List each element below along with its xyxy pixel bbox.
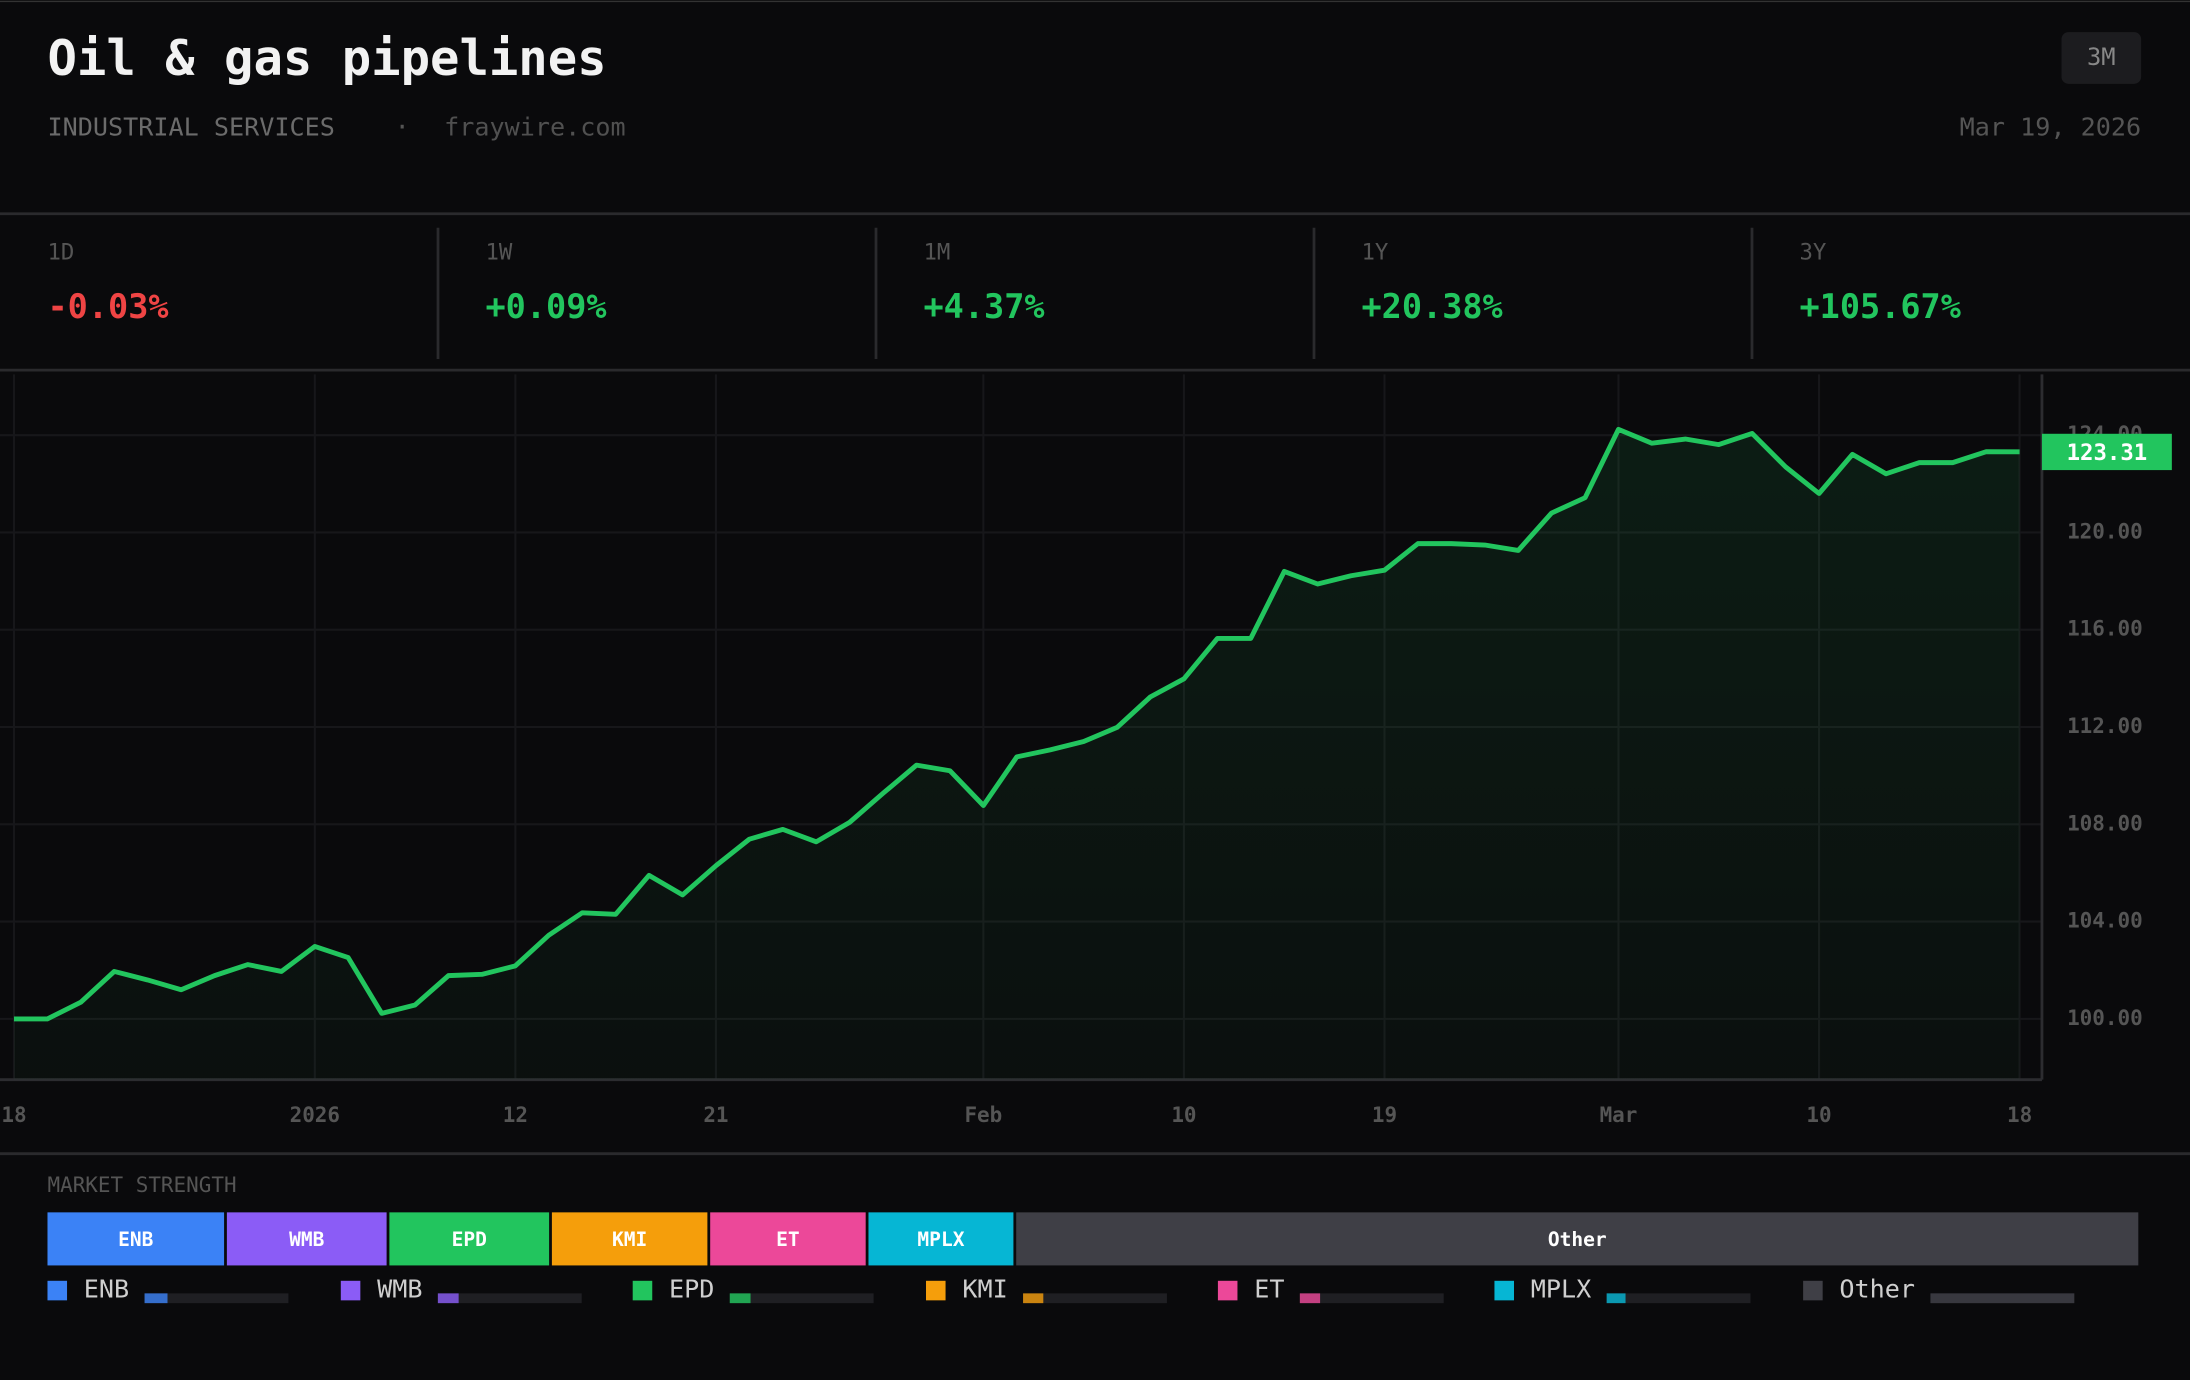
y-tick-label: 112.00: [2067, 714, 2143, 738]
share-segment: [868, 1212, 1014, 1266]
legend-strength: [1299, 1293, 1321, 1304]
legend-strength: [144, 1293, 168, 1304]
market-strength: MARKET STRENGTH ENB WMB EPD KMI ET MPLX Other EN…: [47, 1173, 2139, 1304]
legend-label: ET: [1254, 1275, 1284, 1304]
share-segment-label: WMB: [289, 1228, 325, 1251]
x-tick-label: 10: [1806, 1103, 1831, 1127]
x-tick-label: 12: [503, 1103, 528, 1127]
stat-value: +4.37%: [923, 287, 1044, 326]
area: [13, 429, 2020, 1080]
legend-strength: [729, 1293, 751, 1304]
separator: ·: [395, 113, 410, 142]
range-button-label[interactable]: 3M: [2087, 43, 2116, 71]
legend-track: [729, 1293, 874, 1304]
x-tick-label: 2026: [290, 1103, 340, 1127]
share-segment: [710, 1212, 866, 1266]
stats-row: 1D -0.03% 1W +0.09% 1M +4.37% 1Y +20.38% 3Y +105.…: [47, 227, 1961, 359]
share-segment-label: Other: [1548, 1228, 1607, 1251]
legend-strength: [1023, 1293, 1044, 1304]
stat-label: 1Y: [1361, 239, 1388, 265]
plot: 18 2026 12 21 Feb 10 19 Mar 10 18 100.00 104.00 108.…: [0, 374, 2172, 1127]
stat-value: +20.38%: [1361, 287, 1502, 326]
y-tick-label: 116.00: [2067, 617, 2143, 641]
legend-track: [144, 1293, 289, 1304]
last-value-label: 123.31: [2067, 440, 2148, 466]
legend-track: [1023, 1293, 1167, 1304]
legend-label: KMI: [962, 1275, 1007, 1304]
stat-label: 1W: [485, 239, 512, 265]
share-segment-label: ET: [776, 1228, 800, 1251]
stat-value: -0.03%: [47, 287, 168, 326]
x-tick-label: Mar: [1600, 1103, 1638, 1127]
legend-swatch: [1217, 1280, 1238, 1301]
x-tick-label: 10: [1171, 1103, 1196, 1127]
x-tick-label: 18: [2007, 1103, 2032, 1127]
legend-strength: [1930, 1293, 2075, 1304]
price-line: [13, 426, 2020, 1022]
share-segment: [47, 1212, 225, 1266]
legend-swatch: [340, 1280, 361, 1301]
y-tick-label: 108.00: [2067, 811, 2143, 835]
x-tick-label: 18: [1, 1103, 26, 1127]
share-segment: [226, 1212, 387, 1266]
share-segment-label: EPD: [452, 1228, 487, 1251]
legend-swatch: [632, 1280, 653, 1301]
x-tick-label: Feb: [964, 1103, 1002, 1127]
date: Mar 19, 2026: [1960, 113, 2142, 142]
legend-swatch: [47, 1280, 68, 1301]
source: fraywire.com: [444, 113, 626, 142]
legend-strength: [437, 1293, 459, 1304]
y-tick-label: 100.00: [2067, 1006, 2143, 1030]
legend-swatch: [926, 1280, 946, 1301]
title: Oil & gas pipelines: [47, 30, 606, 87]
y-tick-label: 104.00: [2067, 909, 2143, 933]
category: INDUSTRIAL SERVICES: [47, 113, 334, 142]
legend-label: ENB: [84, 1275, 129, 1304]
legend-label: WMB: [377, 1275, 422, 1304]
legend-label: Other: [1839, 1275, 1915, 1304]
legend-label: EPD: [669, 1275, 714, 1304]
share-segment-label: KMI: [612, 1228, 647, 1251]
legend-track: [1606, 1293, 1751, 1304]
y-tick-label: 120.00: [2067, 519, 2143, 543]
stat-label: 1D: [47, 239, 74, 265]
share-segment-label: MPLX: [917, 1228, 964, 1251]
legend-swatch: [1803, 1280, 1823, 1301]
last-value-badge: [2041, 433, 2172, 471]
legend-track: [1299, 1293, 1444, 1304]
legend-strength: [1606, 1293, 1626, 1304]
share-segment: [551, 1212, 708, 1266]
x-tick-label: 21: [703, 1103, 728, 1127]
share-segment: [389, 1212, 550, 1266]
stat-value: +0.09%: [485, 287, 606, 326]
stat-label: 3Y: [1799, 239, 1826, 265]
legend-label: MPLX: [1531, 1275, 1592, 1304]
range-button[interactable]: [2061, 32, 2142, 84]
share-segment-label: ENB: [118, 1228, 154, 1251]
x-tick-label: 19: [1372, 1103, 1397, 1127]
section-title: MARKET STRENGTH: [47, 1173, 236, 1197]
stat-label: 1M: [923, 239, 950, 265]
stat-value: +105.67%: [1799, 287, 1960, 326]
legend-track: [437, 1293, 582, 1304]
legend-swatch: [1494, 1280, 1515, 1301]
share-segment: [1016, 1212, 2139, 1266]
